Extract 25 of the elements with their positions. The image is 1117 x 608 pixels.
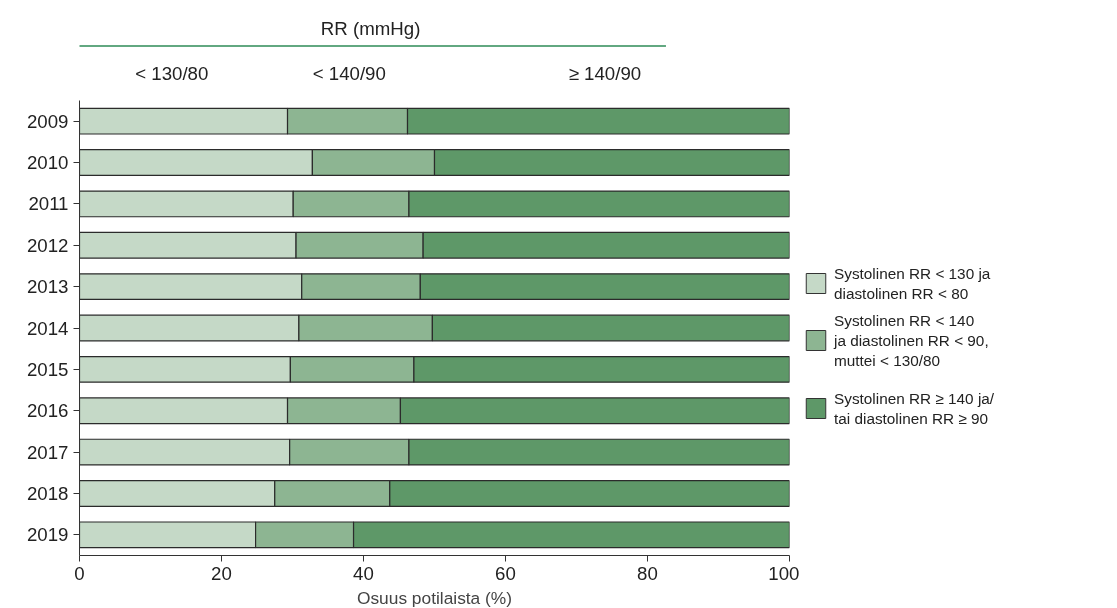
y-tick-label: 2014	[27, 317, 69, 339]
legend-label: Systolinen RR < 130 ja diastolinen RR < 80	[834, 265, 991, 302]
y-tick-label: 2010	[27, 152, 69, 174]
x-tick-label: 60	[495, 562, 516, 584]
text: ≥ 140/90	[568, 62, 642, 84]
y-tick-label: 2015	[27, 358, 69, 380]
legend-label: Systolinen RR < 140 ja diastolinen RR < 90, muttei < 130/80	[833, 312, 989, 369]
y-tick-label: 2013	[27, 276, 69, 298]
y-tick-label: 2017	[27, 441, 69, 463]
x-tick-label: 80	[637, 562, 658, 584]
y-tick-label: 2019	[27, 524, 69, 546]
text: RR (mmHg)	[320, 17, 421, 39]
y-tick-label: 2009	[27, 110, 69, 132]
x-tick-label: 20	[211, 562, 232, 584]
y-tick-label: 2016	[27, 400, 69, 422]
y-tick-label: 2018	[27, 482, 69, 504]
x-tick-label: 40	[353, 562, 374, 584]
text: < 130/80	[135, 62, 209, 84]
legend-label: Systolinen RR ≥ 140 ja/ tai diastolinen RR ≥ 90	[834, 390, 995, 427]
text: < 140/90	[312, 62, 386, 84]
x-tick-label: 100	[768, 562, 800, 584]
y-tick-label: 2012	[27, 234, 69, 256]
x-axis-title: Osuus potilaista (%)	[356, 587, 513, 608]
y-tick-label: 2011	[28, 193, 69, 215]
x-tick-label: 0	[74, 562, 85, 584]
